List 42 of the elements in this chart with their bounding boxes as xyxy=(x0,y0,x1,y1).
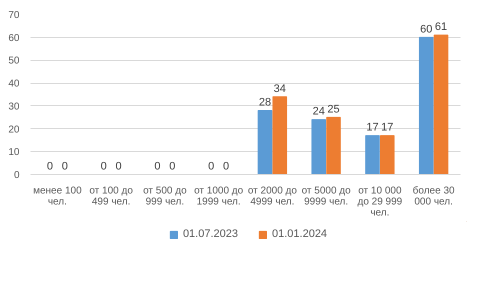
y-tick-label: 30 xyxy=(8,101,20,112)
bar xyxy=(434,34,448,174)
data-label: 24 xyxy=(312,106,325,118)
legend-label: 01.07.2023 xyxy=(182,228,238,240)
x-tick-label: от 2000 до 4999 чел. xyxy=(248,186,298,208)
data-label: 17 xyxy=(366,122,379,134)
legend-label: 01.01.2024 xyxy=(272,228,328,240)
bar xyxy=(326,116,341,174)
data-label: 17 xyxy=(381,122,394,134)
x-tick-label: менее 100 чел. xyxy=(33,186,82,208)
bar xyxy=(418,36,434,174)
data-label: 60 xyxy=(420,23,432,36)
x-tick-label: от 100 до 499 чел. xyxy=(89,186,134,208)
x-tick-label: от 10 000 до 29 999 чел. xyxy=(357,186,403,218)
data-label: 0 xyxy=(169,160,176,172)
bar xyxy=(258,110,272,174)
y-tick-label: 0 xyxy=(14,170,20,181)
x-tick-label: от 1000 до 1999 чел. xyxy=(194,186,244,208)
data-label: 0 xyxy=(115,160,122,172)
y-tick-label: 10 xyxy=(8,147,20,158)
bar xyxy=(311,119,326,174)
x-tick-label: от 5000 до 9999 чел. xyxy=(302,186,352,208)
y-tick-label: 40 xyxy=(8,78,20,90)
bar xyxy=(380,135,395,174)
data-label: 0 xyxy=(100,160,107,172)
data-label: 0 xyxy=(208,160,214,172)
data-label: 61 xyxy=(434,21,448,34)
bar xyxy=(365,135,380,174)
data-label: 34 xyxy=(274,82,286,95)
y-tick-label: 60 xyxy=(8,32,20,44)
y-tick-label: 70 xyxy=(8,10,20,21)
bar xyxy=(272,96,288,174)
data-label: 0 xyxy=(46,160,54,172)
data-label: 0 xyxy=(154,160,161,172)
data-label: 0 xyxy=(222,160,230,172)
data-label: 28 xyxy=(258,96,272,108)
x-tick-label: от 500 до 999 чел. xyxy=(143,186,188,208)
data-label: 25 xyxy=(327,103,340,116)
data-label: 0 xyxy=(62,160,68,172)
x-tick-label: более 30 000 чел. xyxy=(412,186,456,208)
y-tick-label: 20 xyxy=(8,124,20,136)
y-tick-label: 50 xyxy=(8,56,20,67)
